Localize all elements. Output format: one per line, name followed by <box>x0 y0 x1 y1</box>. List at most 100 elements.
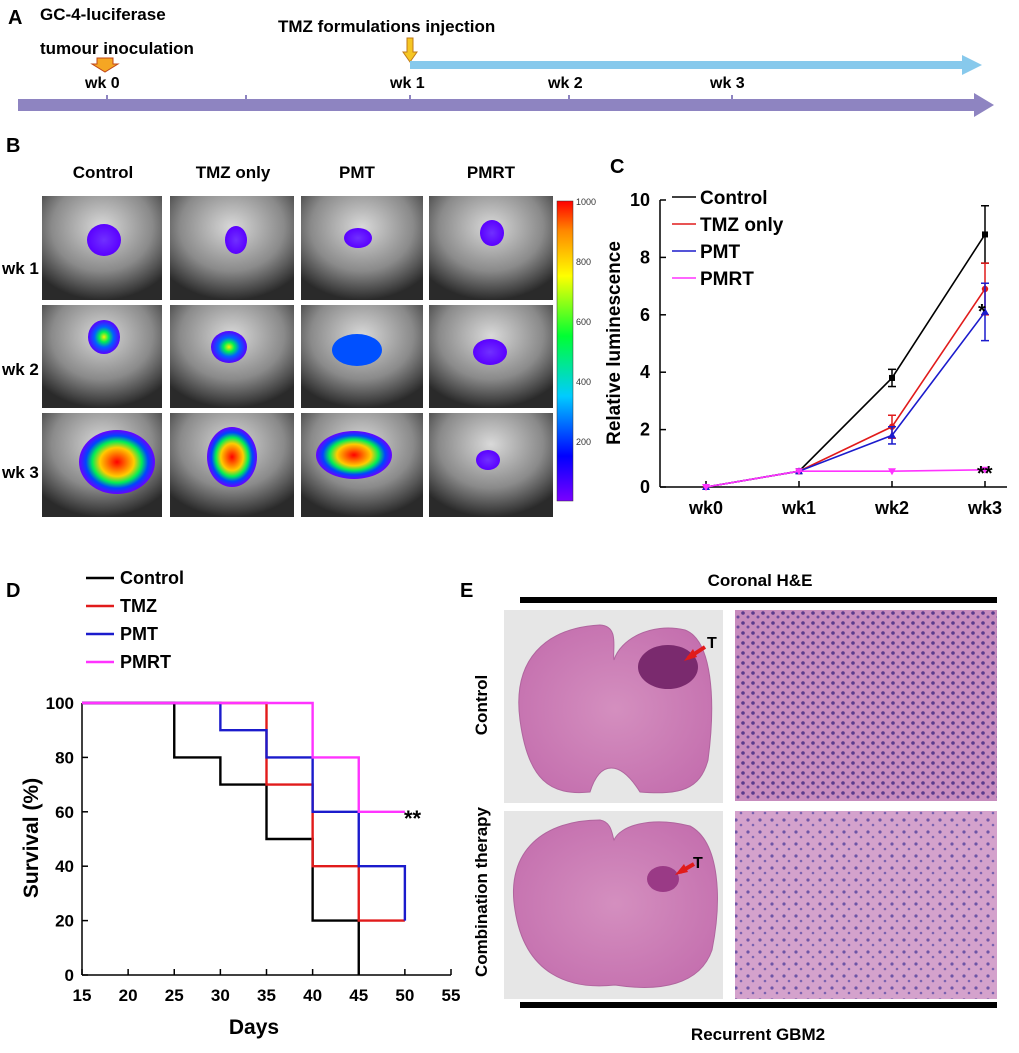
chart-c-y-tick-label: 0 <box>640 477 650 497</box>
histology-images: T T <box>504 610 997 999</box>
signal-tmz-wk1 <box>225 226 247 254</box>
signal-control-wk2 <box>88 320 120 354</box>
tumor-marker-control: T <box>707 635 717 652</box>
signal-pmrt-wk3 <box>476 450 500 470</box>
chart-d-annotation-pmrt: ** <box>404 806 422 831</box>
timeline-arrowhead <box>974 93 994 117</box>
chart-d-series-line-2 <box>82 701 407 921</box>
panel-label-b: B <box>6 135 20 157</box>
chart-d-y-tick-label: 60 <box>55 803 74 822</box>
micrograph-combination <box>735 811 997 999</box>
signal-pmrt-wk1 <box>480 220 504 246</box>
chart-c-legend-label: PMRT <box>700 269 754 290</box>
colorbar-tick-200: 200 <box>576 437 591 447</box>
colorbar <box>556 200 574 502</box>
chart-c-point <box>795 468 803 476</box>
chart-c-series-line-1 <box>705 288 986 488</box>
histology-bottom-title: Recurrent GBM2 <box>691 1025 825 1044</box>
chart-d-y-tick-label: 100 <box>46 694 74 713</box>
chart-d-x-tick-label: 20 <box>119 986 138 1005</box>
inoculation-arrow-icon <box>90 57 120 73</box>
imaging-column-pmt: PMT <box>339 163 376 182</box>
signal-tmz-wk3 <box>207 427 257 487</box>
luminescence-chart: Relative luminescence 0 2 4 6 8 10 wk0 wk1 wk2 wk… <box>604 188 1007 518</box>
panel-label-c: C <box>610 156 624 178</box>
chart-d-y-label: Survival (%) <box>20 778 43 898</box>
chart-d-y-tick-label: 0 <box>65 966 74 985</box>
chart-c-x-tick-label: wk3 <box>967 498 1002 518</box>
chart-c-x-tick-label: wk0 <box>688 498 723 518</box>
imaging-row-wk3: wk 3 <box>1 463 39 482</box>
chart-c-x-tick-label: wk2 <box>874 498 909 518</box>
chart-d-x-tick-label: 30 <box>211 986 230 1005</box>
chart-d-series-line-0 <box>82 701 360 975</box>
inoculation-label-line2: tumour inoculation <box>40 39 194 58</box>
injection-arrow-icon <box>402 37 418 63</box>
survival-chart: Survival (%) Days 0 20 40 60 80 100 15 20 25 30 35… <box>20 568 460 1039</box>
chart-d-series-line-1 <box>82 701 405 922</box>
signal-pmt-wk3 <box>316 431 392 479</box>
micrograph-control <box>735 610 997 801</box>
chart-d-y-tick-label: 20 <box>55 912 74 931</box>
timeline-week-2: wk 2 <box>547 75 583 92</box>
chart-d-legend-label: Control <box>120 568 184 588</box>
imaging-row-wk1: wk 1 <box>1 259 39 278</box>
chart-c-legend-label: TMZ only <box>700 215 784 236</box>
timeline-week-3: wk 3 <box>709 75 745 92</box>
chart-d-x-tick-label: 15 <box>73 986 92 1005</box>
timeline-bar <box>18 99 976 111</box>
chart-c-annotation-pmt: * <box>978 301 986 323</box>
mouse-image-pmrt-wk1 <box>429 196 553 300</box>
chart-c-x-tick-label: wk1 <box>781 498 816 518</box>
chart-d-x-label: Days <box>229 1016 279 1039</box>
chart-d-series-line-3 <box>82 701 405 813</box>
timeline-week-0: wk 0 <box>84 75 120 92</box>
chart-c-y-tick-label: 6 <box>640 305 650 325</box>
panel-label-d: D <box>6 580 20 602</box>
chart-c-y-tick-label: 2 <box>640 420 650 440</box>
chart-c-point <box>702 484 710 491</box>
chart-d-legend-label: PMT <box>120 624 158 644</box>
timeline-week-1: wk 1 <box>389 75 425 92</box>
imaging-column-tmz: TMZ only <box>196 163 271 182</box>
chart-c-annotation-pmrt: ** <box>977 463 993 485</box>
signal-pmt-wk2 <box>332 334 382 366</box>
histology-bottom-rule <box>520 1002 997 1008</box>
treatment-bar-arrowhead <box>962 55 982 75</box>
histology-row-control: Control <box>472 675 491 735</box>
chart-c-y-label: Relative luminescence <box>604 241 625 445</box>
tumor-arrowhead-control-icon <box>684 649 697 661</box>
chart-c-point <box>888 431 896 439</box>
chart-d-legend-label: PMRT <box>120 652 171 672</box>
histology-top-title: Coronal H&E <box>708 571 813 590</box>
chart-c-series-line-3 <box>705 468 986 488</box>
chart-d-x-tick-label: 25 <box>165 986 184 1005</box>
signal-pmrt-wk2 <box>473 339 507 365</box>
colorbar-tick-400: 400 <box>576 377 591 387</box>
imaging-grid <box>42 196 553 517</box>
chart-c-y-tick-label: 4 <box>640 362 650 382</box>
injection-label: TMZ formulations injection <box>278 17 495 36</box>
chart-c-series-line-2 <box>705 311 986 488</box>
chart-c-y-tick-label: 8 <box>640 247 650 267</box>
signal-pmt-wk1 <box>344 228 372 248</box>
tumor-marker-combination: T <box>693 855 703 872</box>
panel-label-e: E <box>460 580 473 602</box>
tumor-control <box>638 645 698 689</box>
tumor-arrowhead-combination-icon <box>675 864 688 875</box>
signal-control-wk1 <box>87 224 121 256</box>
imaging-column-pmrt: PMRT <box>467 163 516 182</box>
chart-c-point <box>981 466 989 474</box>
imaging-row-wk2: wk 2 <box>1 360 39 379</box>
brain-section-combination <box>513 819 718 988</box>
colorbar-tick-1000: 1000 <box>576 197 596 207</box>
chart-d-y-tick-label: 80 <box>55 748 74 767</box>
chart-c-point <box>981 307 989 315</box>
chart-d-y-tick-label: 40 <box>55 857 74 876</box>
chart-d-legend-label: TMZ <box>120 596 157 616</box>
chart-d-x-tick-label: 35 <box>257 986 276 1005</box>
chart-c-legend-label: PMT <box>700 242 741 263</box>
panel-label-a: A <box>8 7 22 29</box>
inoculation-label-line1: GC-4-luciferase <box>40 5 166 24</box>
